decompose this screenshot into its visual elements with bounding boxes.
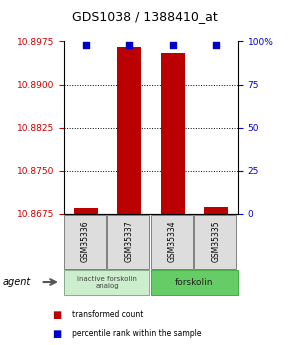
Bar	[161, 53, 184, 214]
Text: GSM35336: GSM35336	[81, 221, 90, 262]
Text: transformed count: transformed count	[72, 310, 144, 319]
Bar	[204, 207, 228, 214]
Point	[214, 42, 218, 48]
Text: GSM35335: GSM35335	[211, 221, 221, 262]
Point	[170, 42, 175, 48]
Text: GSM35334: GSM35334	[168, 221, 177, 262]
Bar	[117, 47, 141, 214]
Text: GSM35337: GSM35337	[124, 221, 134, 262]
Bar	[74, 208, 97, 214]
Point	[83, 42, 88, 48]
Text: ■: ■	[52, 310, 61, 319]
Point	[127, 42, 131, 48]
Text: ■: ■	[52, 329, 61, 338]
Text: inactive forskolin
analog: inactive forskolin analog	[77, 276, 137, 288]
Text: GDS1038 / 1388410_at: GDS1038 / 1388410_at	[72, 10, 218, 23]
Text: percentile rank within the sample: percentile rank within the sample	[72, 329, 202, 338]
Text: forskolin: forskolin	[175, 277, 213, 287]
Text: agent: agent	[3, 277, 31, 287]
